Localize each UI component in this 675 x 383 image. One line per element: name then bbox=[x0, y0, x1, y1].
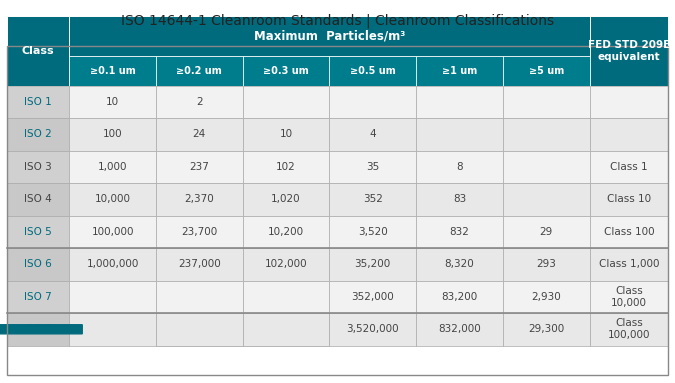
Text: 102,000: 102,000 bbox=[265, 259, 307, 269]
Text: 2: 2 bbox=[196, 97, 202, 107]
Text: 1,000: 1,000 bbox=[98, 162, 128, 172]
Text: ISO 3: ISO 3 bbox=[24, 162, 52, 172]
Text: 1,000,000: 1,000,000 bbox=[86, 259, 139, 269]
Text: 3,520,000: 3,520,000 bbox=[346, 324, 399, 334]
Text: ISO 1: ISO 1 bbox=[24, 97, 52, 107]
Text: ISO 6: ISO 6 bbox=[24, 259, 52, 269]
Text: 352,000: 352,000 bbox=[352, 292, 394, 302]
Text: 4: 4 bbox=[369, 129, 376, 139]
Text: ISO 8: ISO 8 bbox=[24, 324, 52, 334]
Text: ≥0.2 um: ≥0.2 um bbox=[176, 66, 222, 76]
Text: Class 1: Class 1 bbox=[610, 162, 648, 172]
Text: 10: 10 bbox=[106, 97, 119, 107]
Text: 10,200: 10,200 bbox=[268, 227, 304, 237]
Text: 1,020: 1,020 bbox=[271, 195, 301, 205]
Text: 3,520: 3,520 bbox=[358, 227, 387, 237]
Text: 35,200: 35,200 bbox=[354, 259, 391, 269]
Text: 8: 8 bbox=[456, 162, 463, 172]
Text: ≥5 um: ≥5 um bbox=[529, 66, 564, 76]
Text: 29,300: 29,300 bbox=[528, 324, 564, 334]
Text: Class: Class bbox=[22, 46, 54, 56]
Text: Class 1,000: Class 1,000 bbox=[599, 259, 659, 269]
Text: 2,930: 2,930 bbox=[531, 292, 561, 302]
Text: 237: 237 bbox=[190, 162, 209, 172]
Text: 24: 24 bbox=[192, 129, 206, 139]
Text: ISO 4: ISO 4 bbox=[24, 195, 52, 205]
Text: 100,000: 100,000 bbox=[91, 227, 134, 237]
Text: ≥1 um: ≥1 um bbox=[442, 66, 477, 76]
Text: ISO 14644-1 Cleanroom Standards | Cleanroom Classifications: ISO 14644-1 Cleanroom Standards | Cleanr… bbox=[121, 13, 554, 28]
Text: ISO 7: ISO 7 bbox=[24, 292, 52, 302]
Text: FED STD 209E
equivalent: FED STD 209E equivalent bbox=[588, 40, 670, 62]
Text: 100: 100 bbox=[103, 129, 122, 139]
Text: Class
10,000: Class 10,000 bbox=[611, 286, 647, 308]
Text: 832: 832 bbox=[450, 227, 469, 237]
Text: ≥0.5 um: ≥0.5 um bbox=[350, 66, 396, 76]
Text: ≥0.3 um: ≥0.3 um bbox=[263, 66, 309, 76]
Text: Class 10: Class 10 bbox=[607, 195, 651, 205]
Text: Class
100,000: Class 100,000 bbox=[608, 319, 650, 340]
Text: 83: 83 bbox=[453, 195, 466, 205]
Text: 102: 102 bbox=[276, 162, 296, 172]
Text: 23,700: 23,700 bbox=[181, 227, 217, 237]
Text: ISO 5: ISO 5 bbox=[24, 227, 52, 237]
Text: 832,000: 832,000 bbox=[438, 324, 481, 334]
Text: ≥0.1 um: ≥0.1 um bbox=[90, 66, 136, 76]
Text: ISO 2: ISO 2 bbox=[24, 129, 52, 139]
Text: 29: 29 bbox=[539, 227, 553, 237]
Text: 352: 352 bbox=[363, 195, 383, 205]
Text: 10,000: 10,000 bbox=[95, 195, 130, 205]
Text: 83,200: 83,200 bbox=[441, 292, 478, 302]
Text: 35: 35 bbox=[366, 162, 379, 172]
Text: Class 100: Class 100 bbox=[603, 227, 654, 237]
Text: 237,000: 237,000 bbox=[178, 259, 221, 269]
Text: 10: 10 bbox=[279, 129, 293, 139]
Text: 2,370: 2,370 bbox=[184, 195, 214, 205]
Text: 8,320: 8,320 bbox=[445, 259, 475, 269]
Text: 293: 293 bbox=[537, 259, 556, 269]
Text: Maximum  Particles/m³: Maximum Particles/m³ bbox=[254, 29, 405, 43]
